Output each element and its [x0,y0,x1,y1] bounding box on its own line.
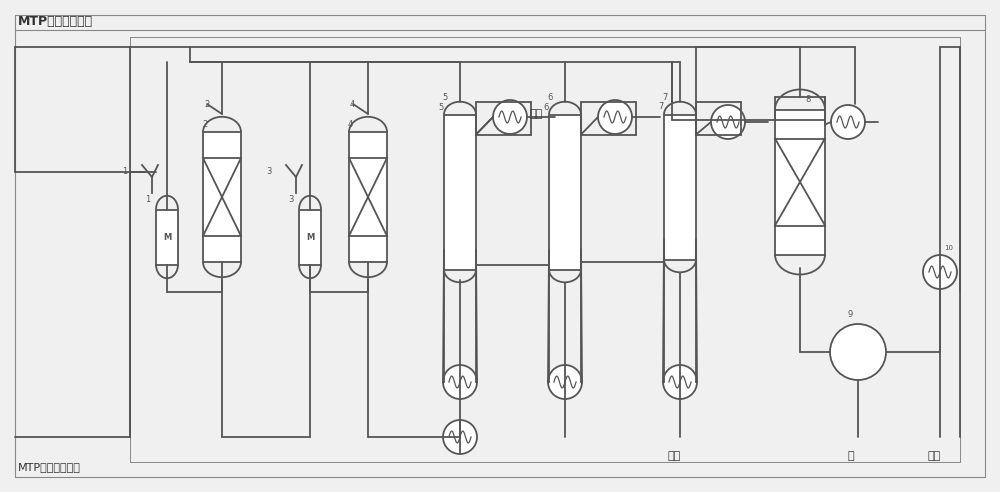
Text: 1: 1 [122,167,127,176]
Circle shape [443,420,477,454]
Circle shape [663,365,697,399]
Text: 4: 4 [348,120,353,129]
Bar [156,210,178,265]
Text: 甲醇: 甲醇 [928,451,941,461]
Text: 10: 10 [944,245,953,251]
Circle shape [598,100,632,134]
Text: 3: 3 [288,194,293,204]
Text: 5: 5 [442,92,447,101]
Circle shape [923,255,957,289]
Text: 9: 9 [848,310,853,319]
Text: 4: 4 [350,100,355,109]
Text: 6: 6 [543,103,548,112]
Text: 7: 7 [658,102,663,111]
Text: MTP液态烃副产物: MTP液态烃副产物 [18,462,81,472]
Bar [775,110,825,254]
Circle shape [443,365,477,399]
Circle shape [830,324,886,380]
Text: M: M [306,233,314,242]
Text: MTP液化气副产物: MTP液化气副产物 [18,15,93,28]
Text: 干气: 干气 [530,109,543,119]
Text: 芳烃: 芳烃 [668,451,681,461]
Bar [299,210,321,265]
Circle shape [711,105,745,139]
Circle shape [548,365,582,399]
Text: 1: 1 [145,194,150,204]
Text: 2: 2 [202,120,207,129]
Circle shape [831,105,865,139]
Bar [664,115,696,259]
Text: 5: 5 [438,103,443,112]
Text: 2: 2 [204,100,209,109]
Text: 7: 7 [662,92,667,101]
Text: 3: 3 [266,167,271,176]
Bar [203,132,241,262]
Text: 6: 6 [547,92,552,101]
Text: 8: 8 [805,95,810,104]
Text: 水: 水 [848,451,855,461]
Bar [549,115,581,270]
Text: M: M [163,233,171,242]
Circle shape [493,100,527,134]
Bar [444,115,476,270]
Bar [349,132,387,262]
